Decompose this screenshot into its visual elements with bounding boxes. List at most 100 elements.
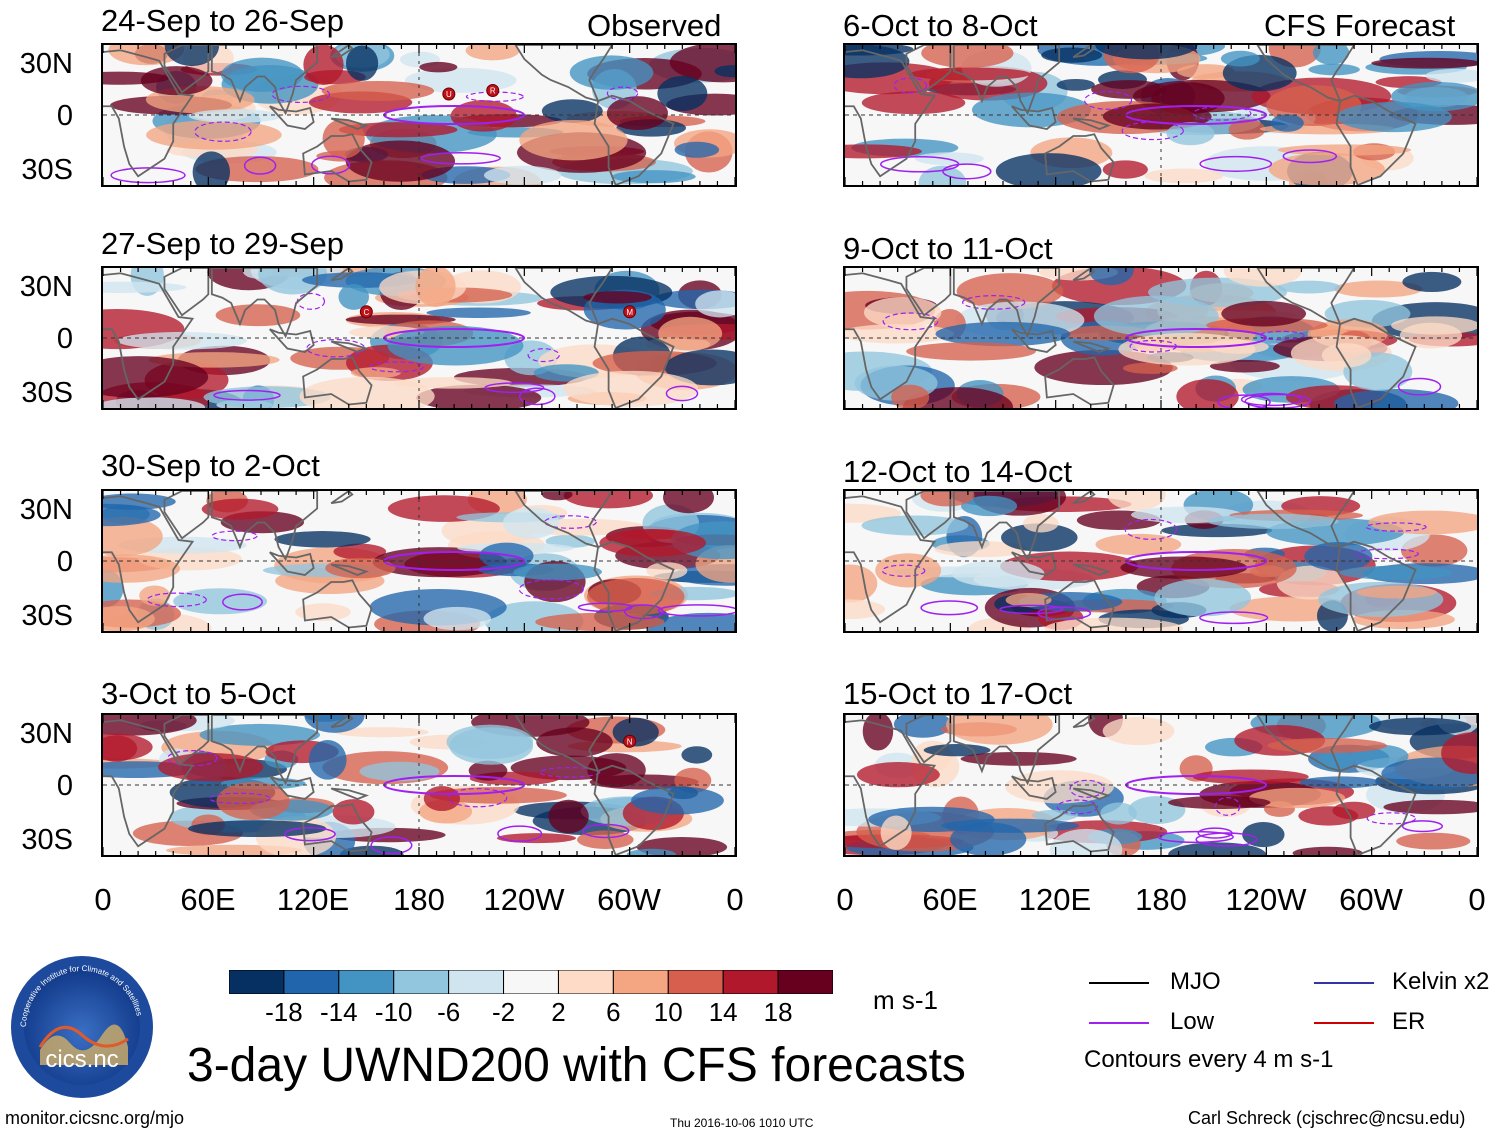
easterly-anomaly-patch <box>657 75 708 112</box>
coastline <box>163 491 210 540</box>
easterly-anomaly-patch <box>188 109 282 123</box>
low-contour-negative <box>447 788 508 808</box>
easterly-anomaly-patch <box>192 151 230 185</box>
coastline <box>330 787 370 800</box>
easterly-anomaly-patch <box>664 349 735 386</box>
easterly-anomaly-patch <box>173 588 268 615</box>
coastline <box>952 715 1061 786</box>
easterly-anomaly-patch <box>950 822 1027 855</box>
westerly-anomaly-patch <box>325 557 396 579</box>
coastline <box>845 495 937 624</box>
westerly-anomaly-patch <box>450 100 517 132</box>
footer-author: Carl Schreck (cjschrec@ncsu.edu) <box>1188 1108 1466 1128</box>
colorbar-swatch <box>283 969 340 995</box>
easterly-anomaly-patch <box>220 57 304 92</box>
x-tick-120w: 120W <box>483 882 565 917</box>
westerly-anomaly-patch <box>1277 144 1412 156</box>
coastline <box>905 491 952 540</box>
coastline <box>210 45 319 116</box>
coastline <box>302 133 373 183</box>
easterly-anomaly-patch <box>569 55 654 90</box>
westerly-anomaly-patch <box>519 119 628 161</box>
colorbar-svg <box>228 969 834 995</box>
easterly-anomaly-patch <box>961 495 1018 517</box>
x-tick-0-end: 0 <box>726 882 744 917</box>
westerly-anomaly-patch <box>1102 160 1148 179</box>
low-contour <box>1037 606 1092 621</box>
westerly-anomaly-patch <box>322 118 365 159</box>
x-tick-60e: 60E <box>180 882 236 917</box>
x-tick-60e: 60E <box>922 882 978 917</box>
low-contour <box>1195 832 1258 847</box>
y-tick-eq: 0 <box>56 100 73 132</box>
low-contour-negative <box>1365 522 1427 532</box>
x-tick-0: 0 <box>836 882 854 917</box>
low-contour <box>243 156 277 175</box>
tropical-cyclone-label: N <box>627 737 633 746</box>
legend-line-low <box>1089 1022 1149 1024</box>
easterly-anomaly-patch <box>1049 828 1123 855</box>
low-contour-negative <box>962 295 1026 310</box>
easterly-anomaly-patch <box>1270 114 1304 132</box>
low-contour-negative <box>1124 518 1178 540</box>
westerly-anomaly-patch <box>146 120 282 150</box>
map-svg-6 <box>845 268 1477 408</box>
coastline <box>1044 356 1115 406</box>
x-tick-0-end: 0 <box>1468 882 1486 917</box>
westerly-anomaly-patch <box>956 273 1064 310</box>
westerly-anomaly-patch <box>1120 556 1248 579</box>
low-contour-negative <box>194 121 252 142</box>
low-contour-negative <box>881 564 926 577</box>
westerly-anomaly-patch <box>1399 322 1463 349</box>
westerly-anomaly-patch <box>536 727 613 757</box>
easterly-anomaly-patch <box>188 820 327 838</box>
coastline <box>1256 491 1356 549</box>
westerly-anomaly-patch <box>1122 362 1178 374</box>
coastline <box>163 45 210 94</box>
westerly-anomaly-patch <box>891 384 930 408</box>
coastline <box>952 45 1061 116</box>
westerly-anomaly-patch <box>920 491 975 507</box>
coastline <box>1335 94 1417 185</box>
easterly-anomaly-patch <box>338 283 370 310</box>
coastline <box>330 117 370 130</box>
westerly-anomaly-patch <box>1248 787 1346 809</box>
y-tick-30n: 30N <box>19 718 73 750</box>
colorbar-tick-label: -10 <box>374 997 413 1027</box>
coastline <box>163 715 210 764</box>
low-contour-negative <box>1083 90 1133 110</box>
tropical-cyclone-icon <box>623 305 637 319</box>
low-contour <box>484 382 545 394</box>
map-panel-3 <box>101 489 737 633</box>
westerly-anomaly-patch <box>646 562 688 580</box>
low-contour <box>213 389 281 401</box>
easterly-anomaly-patch <box>845 45 910 79</box>
westerly-anomaly-patch <box>332 799 375 825</box>
column-header-forecast: CFS Forecast <box>1264 8 1456 43</box>
y-tick-eq: 0 <box>56 546 73 578</box>
coastline <box>1072 787 1112 800</box>
low-contour <box>1397 377 1442 396</box>
easterly-anomaly-patch <box>423 606 491 631</box>
coastline <box>1256 268 1356 326</box>
coastline <box>1072 117 1112 130</box>
westerly-anomaly-patch <box>103 554 181 583</box>
low-contour <box>1199 611 1269 625</box>
westerly-anomaly-patch <box>140 66 213 96</box>
colorbar-units: m s-1 <box>873 985 938 1015</box>
coastline <box>1072 491 1096 505</box>
westerly-anomaly-patch <box>583 291 652 304</box>
x-tick-120e: 120E <box>1018 882 1092 917</box>
footer-timestamp: Thu 2016-10-06 1010 UTC <box>670 1116 814 1130</box>
coastline <box>1335 540 1417 631</box>
panel-title-3: 30-Sep to 2-Oct <box>101 448 320 483</box>
low-contour <box>420 152 501 165</box>
low-contour <box>222 593 263 611</box>
westerly-anomaly-patch <box>1005 593 1052 608</box>
westerly-anomaly-patch <box>1102 716 1175 746</box>
easterly-anomaly-patch <box>952 560 1045 588</box>
low-contour <box>110 167 186 184</box>
footer-url[interactable]: monitor.cicsnc.org/mjo <box>5 1108 185 1128</box>
low-contour-negative <box>1121 121 1184 141</box>
